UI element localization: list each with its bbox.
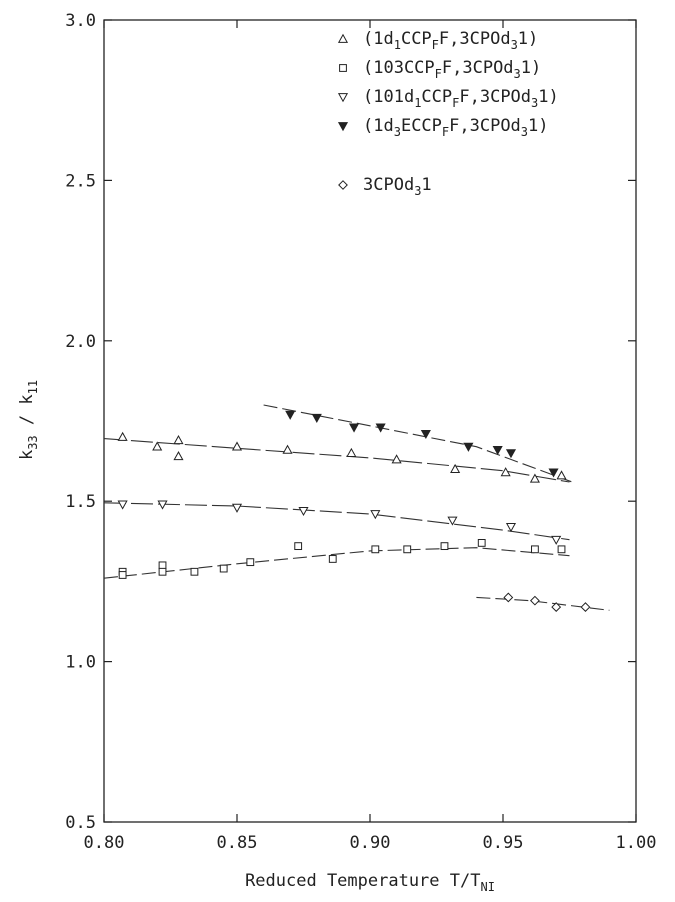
series-1-point	[118, 571, 127, 579]
legend-label-4: 3CPOd31	[363, 175, 432, 198]
series-3-point	[375, 423, 386, 433]
series-0-point	[556, 470, 567, 480]
series-0-point	[450, 463, 461, 473]
series-0-point	[346, 447, 357, 457]
legend-label-3: (1d3ECCPFF,3CPOd31)	[363, 116, 549, 139]
legend-marker-4	[338, 180, 348, 190]
series-3-point	[505, 449, 517, 459]
x-tick-label: 0.90	[350, 833, 391, 853]
legend-marker-1	[339, 64, 347, 72]
series-3-point	[492, 446, 503, 456]
y-tick-label: 3.0	[65, 11, 96, 31]
x-tick-label: 0.80	[84, 833, 125, 853]
legend-label-0: (1d1CCPFF,3CPOd31)	[363, 29, 538, 52]
fit-lines	[103, 404, 610, 611]
x-tick-label: 0.95	[483, 833, 524, 853]
axis-ticks: 0.80 0.85 0.90 0.95 1.00 0.5 1.0 1.5 2.0 2.5 3.0	[65, 11, 656, 853]
series-0-point	[500, 467, 511, 477]
legend-label-1: (103CCPFF,3CPOd31)	[363, 58, 541, 81]
series-3-fit-line	[263, 404, 573, 483]
series-1-point	[477, 539, 486, 547]
series-0-point	[282, 444, 293, 454]
plot-frame	[103, 19, 637, 823]
series-4-point	[530, 595, 540, 606]
series-3-point	[548, 468, 559, 478]
series-1-point	[190, 567, 199, 576]
series-2-point	[505, 523, 517, 533]
legend: (1d1CCPFF,3CPOd31) (103CCPFF,3CPOd31) (101…	[337, 29, 559, 198]
series-1-point	[440, 542, 449, 551]
series-2-point	[370, 510, 381, 520]
y-tick-label: 2.5	[65, 171, 96, 191]
series-1-point	[557, 545, 566, 554]
series-1-point	[531, 545, 539, 554]
series-2-point	[231, 503, 243, 513]
series-1-point	[294, 542, 303, 551]
y-tick-label: 1.0	[65, 653, 96, 673]
x-axis-title: Reduced Temperature T/TNI	[245, 871, 495, 894]
legend-label-2: (101d1CCPFF,3CPOd31)	[363, 87, 559, 110]
series-4-point	[551, 602, 562, 612]
series-3-point	[463, 442, 474, 452]
series-0-fit-line	[103, 438, 570, 483]
series-0-point	[529, 473, 540, 483]
series-4-point	[580, 602, 591, 612]
series-1-point	[158, 561, 167, 570]
series-2-point	[117, 500, 128, 510]
data-markers	[117, 410, 591, 612]
legend-marker-2	[337, 93, 349, 103]
series-1-fit-line	[103, 547, 570, 579]
series-3-point	[311, 413, 322, 424]
x-tick-label: 0.85	[217, 833, 258, 853]
series-0-point	[231, 441, 243, 451]
series-1-point	[158, 567, 167, 576]
series-0-point	[173, 451, 184, 461]
series-1-point	[371, 545, 380, 554]
series-2-point	[298, 506, 309, 517]
series-4-fit-line	[476, 596, 610, 611]
series-2-point	[447, 516, 458, 526]
y-axis-title: k33 / k11	[17, 380, 40, 460]
y-tick-label: 0.5	[65, 813, 96, 833]
series-1-point	[219, 564, 228, 573]
y-tick-label: 1.5	[65, 492, 96, 512]
series-2-point	[157, 500, 168, 510]
series-2-point	[551, 535, 562, 545]
series-0-point	[152, 441, 163, 451]
series-3-point	[285, 410, 296, 420]
series-3-point	[420, 429, 431, 440]
x-tick-label: 1.00	[616, 833, 657, 853]
series-2-fit-line	[103, 502, 570, 541]
series-3-point	[348, 423, 360, 433]
series-1-point	[328, 555, 337, 563]
y-tick-label: 2.0	[65, 332, 96, 352]
series-0-point	[117, 431, 128, 441]
legend-marker-0	[337, 33, 349, 43]
series-4-point	[503, 592, 514, 603]
series-0-point	[173, 435, 184, 445]
legend-marker-3	[337, 122, 349, 132]
series-1-point	[403, 545, 412, 554]
series-0-point	[391, 454, 402, 464]
series-1-point	[246, 558, 255, 567]
